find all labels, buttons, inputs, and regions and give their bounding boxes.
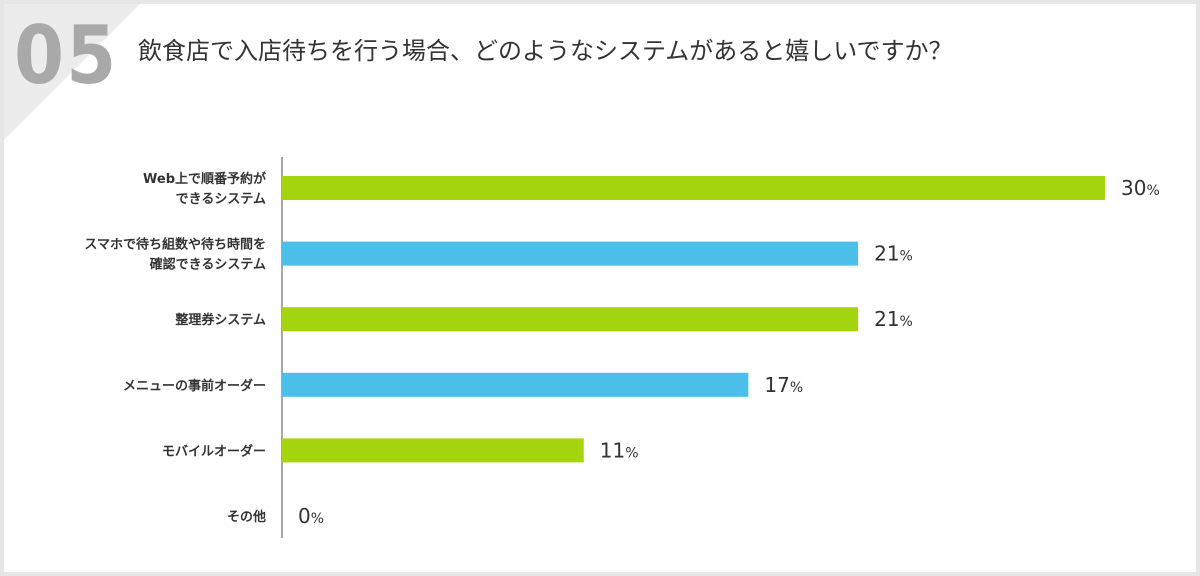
category-label-2: 整理券システム (174, 312, 266, 328)
category-label-5: その他 (227, 509, 266, 525)
value-label-2: 21% (874, 307, 913, 331)
category-label-1: スマホで待ち組数や待ち時間を確認できるシステム (84, 237, 266, 273)
chart-card: 05 飲食店で入店待ちを行う場合、どのようなシステムがあると嬉しいですか？ (4, 4, 1196, 572)
category-label-3: メニューの事前オーダー (123, 378, 266, 394)
percent-sign: % (900, 314, 913, 330)
value-label-5: 0% (298, 504, 324, 528)
category-label-line: 確認できるシステム (150, 257, 266, 273)
percent-sign: % (790, 380, 803, 396)
question-title: 飲食店で入店待ちを行う場合、どのようなシステムがあると嬉しいですか？ (138, 37, 953, 65)
category-label-line: その他 (227, 509, 266, 525)
category-label-line: Web上で順番予約が (143, 171, 266, 187)
value-label-0: 30% (1121, 176, 1160, 200)
bar-3 (282, 372, 749, 397)
value-label-1: 21% (874, 242, 913, 266)
value-label-4: 11% (600, 438, 639, 462)
category-label-line: メニューの事前オーダー (123, 378, 266, 394)
bar-4 (282, 438, 584, 463)
category-label-0: Web上で順番予約ができるシステム (143, 171, 266, 207)
percent-sign: % (311, 511, 324, 527)
percent-sign: % (900, 249, 913, 265)
corner-decoration (4, 4, 140, 140)
bar-0 (282, 176, 1105, 200)
category-label-line: 整理券システム (174, 312, 266, 328)
category-label-line: スマホで待ち組数や待ち時間を (84, 237, 266, 253)
category-label-4: モバイルオーダー (162, 443, 266, 459)
percent-sign: % (625, 445, 638, 461)
question-number: 05 (14, 9, 119, 102)
category-label-line: モバイルオーダー (162, 443, 266, 459)
percent-sign: % (1146, 183, 1159, 199)
bar-2 (282, 307, 859, 332)
value-label-3: 17% (764, 373, 803, 397)
category-label-line: できるシステム (176, 192, 266, 207)
bar-1 (282, 241, 859, 266)
